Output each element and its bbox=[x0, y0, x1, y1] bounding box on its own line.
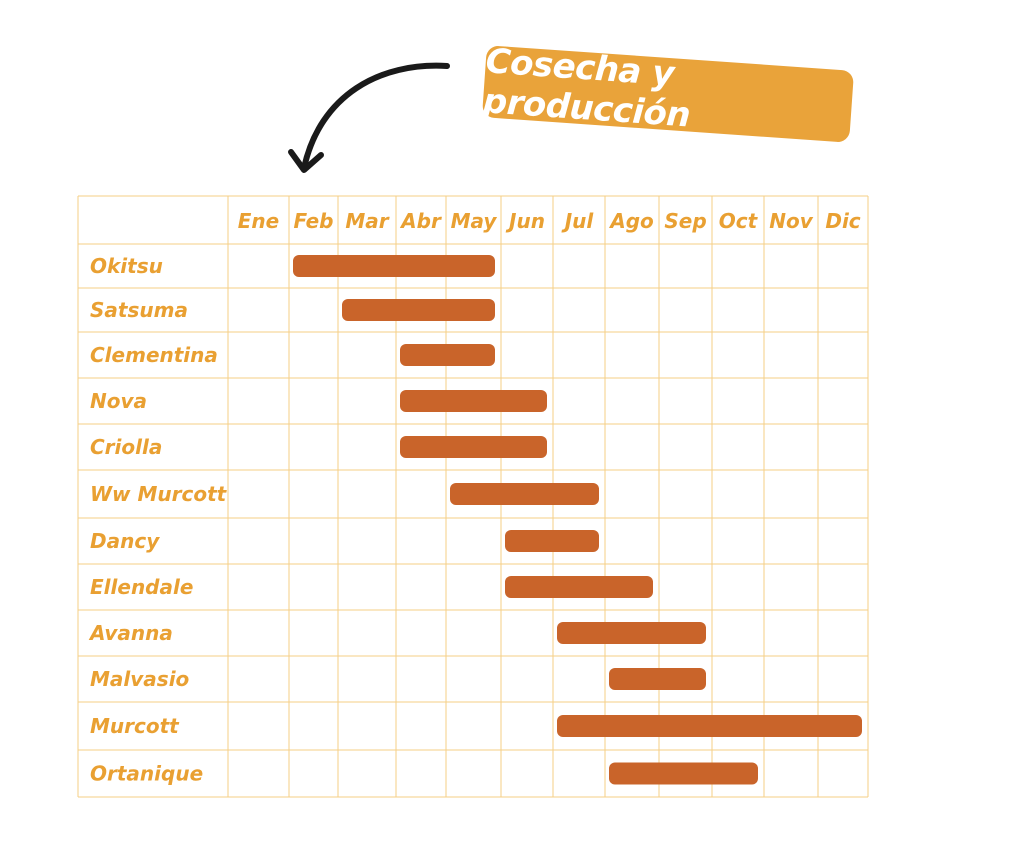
variety-label: Nova bbox=[90, 389, 147, 413]
variety-label: Ellendale bbox=[90, 575, 193, 599]
variety-label: Satsuma bbox=[90, 298, 188, 322]
variety-label: Murcott bbox=[90, 714, 180, 738]
variety-label: Ortanique bbox=[90, 762, 203, 786]
variety-label: Avanna bbox=[88, 621, 173, 645]
variety-label: Malvasio bbox=[90, 667, 190, 691]
month-label: May bbox=[451, 209, 498, 233]
month-label: Jul bbox=[561, 209, 595, 233]
harvest-bar bbox=[609, 668, 706, 690]
month-label: Mar bbox=[345, 209, 389, 233]
curved-arrow-head bbox=[288, 149, 324, 173]
variety-label: Clementina bbox=[90, 343, 218, 367]
variety-label: Dancy bbox=[90, 529, 160, 553]
harvest-bar bbox=[342, 299, 495, 321]
month-label: Ene bbox=[238, 209, 279, 233]
harvest-bar bbox=[505, 576, 653, 598]
harvest-bar bbox=[450, 483, 599, 505]
harvest-bar bbox=[505, 530, 599, 552]
variety-label: Ww Murcott bbox=[90, 482, 228, 506]
variety-label: Criolla bbox=[90, 435, 162, 459]
harvest-bar bbox=[557, 715, 862, 737]
harvest-bar bbox=[400, 344, 495, 366]
harvest-bar bbox=[609, 762, 758, 785]
month-label: Ago bbox=[608, 209, 654, 233]
month-label: Dic bbox=[825, 209, 860, 233]
month-label: Oct bbox=[719, 209, 759, 233]
month-label: Feb bbox=[294, 209, 334, 233]
month-label: Nov bbox=[769, 209, 813, 233]
harvest-bar bbox=[557, 622, 706, 644]
curved-arrow-shaft bbox=[301, 62, 450, 171]
harvest-bar bbox=[293, 255, 495, 277]
month-label: Jun bbox=[505, 209, 545, 233]
variety-label: Okitsu bbox=[90, 254, 163, 278]
month-label: Abr bbox=[399, 209, 442, 233]
harvest-bar bbox=[400, 436, 547, 458]
harvest-bar bbox=[400, 390, 547, 412]
month-label: Sep bbox=[664, 209, 706, 233]
